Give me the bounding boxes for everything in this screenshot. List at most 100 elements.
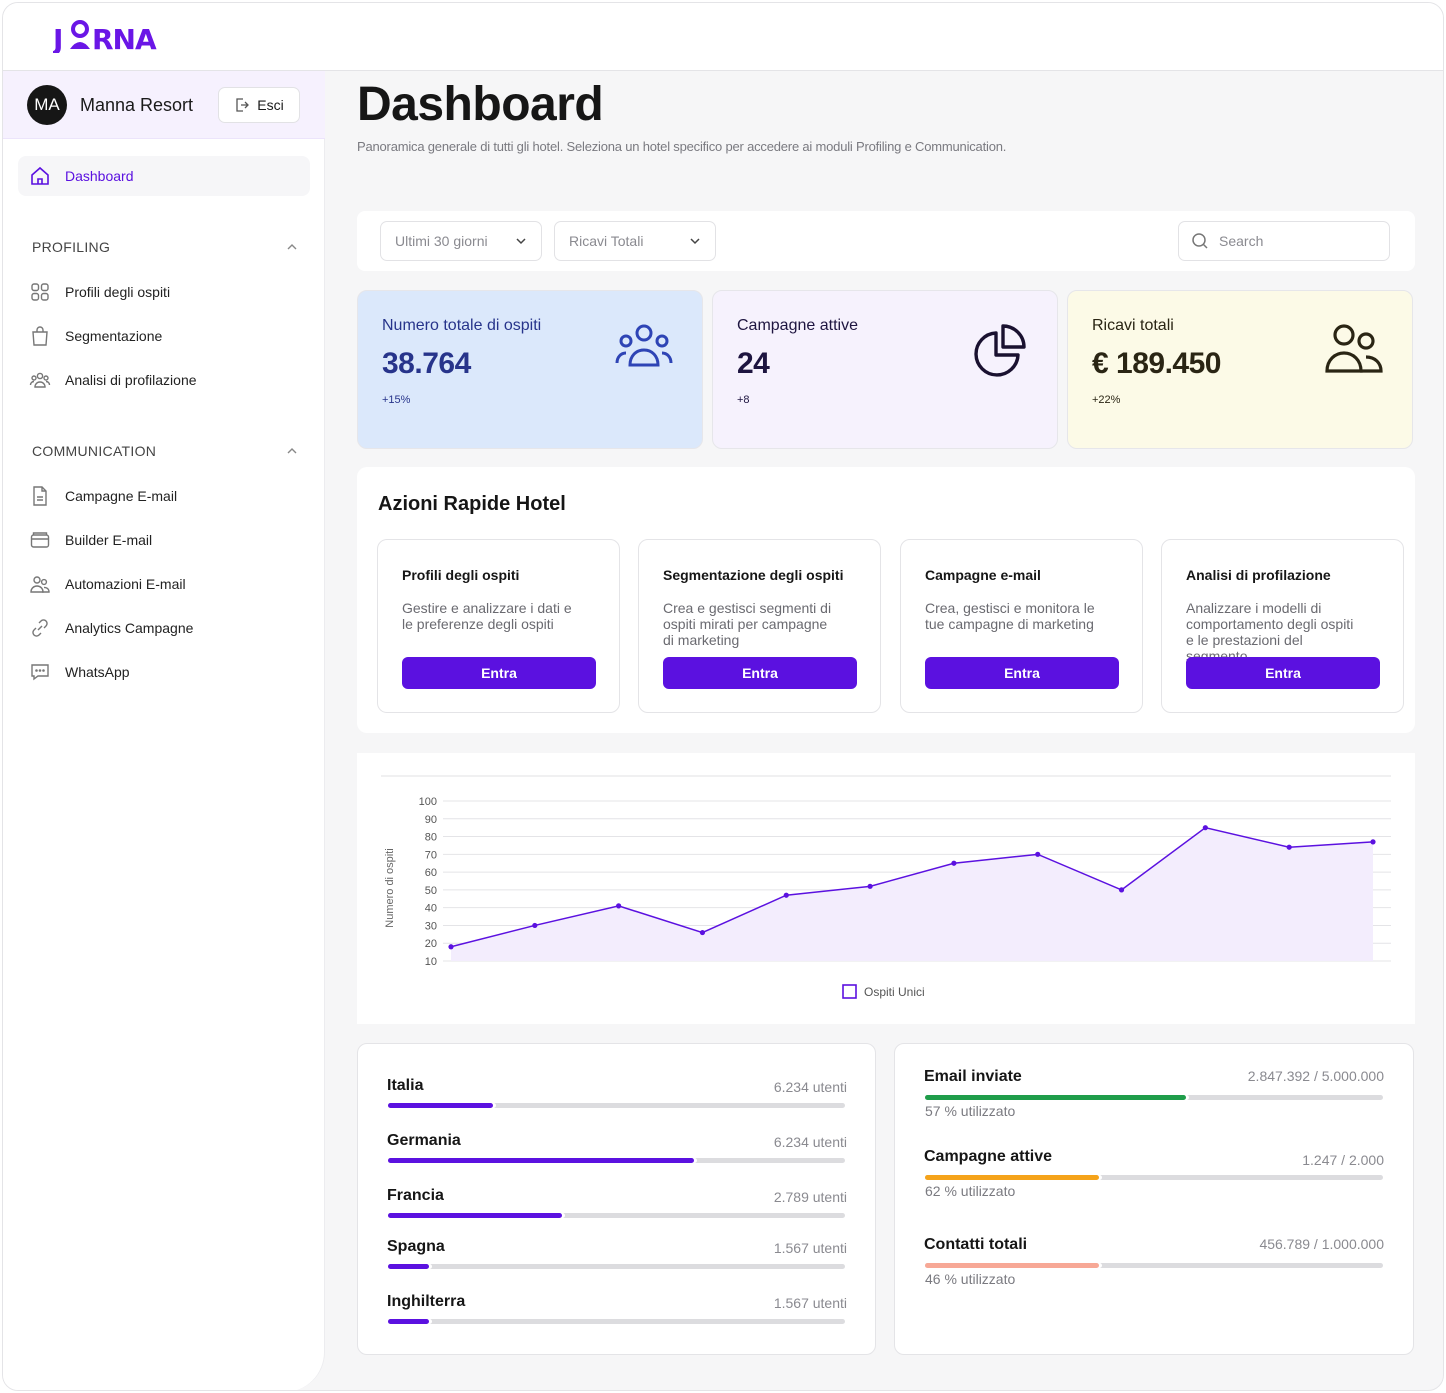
country-progress-fill (388, 1264, 430, 1269)
y-tick-label: 40 (425, 903, 437, 915)
country-users: 6.234 utenti (773, 1079, 847, 1095)
quick-card-title: Profili degli ospiti (402, 567, 520, 583)
svg-text:RNA: RNA (92, 23, 157, 53)
legend-label[interactable]: Ospiti Unici (864, 985, 925, 999)
quick-card-desc: Analizzare i modelli di comportamento de… (1186, 600, 1354, 664)
stat-card-campaigns: Campagne attive 24 +8 (712, 290, 1058, 449)
logout-icon (236, 98, 250, 112)
communication-section-header[interactable]: COMMUNICATION (32, 443, 298, 459)
data-point[interactable] (1035, 851, 1041, 857)
quick-card-desc: Gestire e analizzare i dati e le prefere… (402, 600, 572, 632)
users-icon (30, 576, 50, 593)
sidebar-item-guest-profiles[interactable]: Profili degli ospiti (29, 280, 170, 304)
y-tick-label: 100 (419, 796, 437, 808)
country-progress-track (388, 1319, 845, 1324)
search-input[interactable]: Search (1178, 221, 1390, 261)
sidebar-item-segmentation[interactable]: Segmentazione (29, 324, 162, 348)
data-point[interactable] (951, 860, 957, 866)
guests-chart: Numero di ospiti 100 90 80 70 60 50 40 30 20 10 O… (357, 753, 1415, 1024)
data-point[interactable] (532, 922, 538, 929)
page-title: Dashboard (357, 78, 604, 131)
sidebar-item-email-automations[interactable]: Automazioni E-mail (29, 572, 186, 596)
y-tick-label: 10 (425, 956, 437, 968)
quick-card-desc: Crea, gestisci e monitora le tue campagn… (925, 600, 1095, 632)
line-chart: Numero di ospiti 100 90 80 70 60 50 40 30 20 10 O… (381, 775, 1391, 999)
y-tick-label: 20 (425, 938, 437, 950)
data-point[interactable] (699, 929, 706, 936)
profiling-section-header[interactable]: PROFILING (32, 239, 298, 255)
quick-card-segmentation: Segmentazione degli ospiti Crea e gestis… (638, 539, 881, 713)
quick-card-email-campaigns: Campagne e-mail Crea, gestisci e monitor… (900, 539, 1143, 713)
logout-label: Esci (257, 97, 284, 113)
quick-card-desc: Crea e gestisci segmenti di ospiti mirat… (663, 600, 832, 648)
legend-swatch[interactable] (842, 984, 857, 999)
enter-button[interactable]: Entra (1186, 657, 1380, 689)
metric-select[interactable]: Ricavi Totali (554, 221, 716, 261)
country-users: 1.567 utenti (773, 1240, 847, 1256)
enter-button[interactable]: Entra (663, 657, 857, 689)
country-name: Italia (387, 1077, 424, 1094)
filters-bar: Ultimi 30 giorni Ricavi Totali Search (357, 211, 1415, 271)
country-progress-fill (388, 1319, 430, 1324)
data-point[interactable] (1202, 825, 1208, 831)
sidebar-item-profiling-analysis[interactable]: Analisi di profilazione (29, 368, 197, 392)
data-point[interactable] (1370, 839, 1376, 845)
sidebar-item-whatsapp[interactable]: WhatsApp (29, 660, 130, 684)
data-point[interactable] (616, 903, 622, 909)
sidebar-item-email-builder[interactable]: Builder E-mail (29, 528, 152, 552)
usage-progress-fill (925, 1263, 1100, 1268)
data-point[interactable] (1118, 887, 1125, 893)
chevron-up-icon[interactable] (286, 445, 298, 457)
stat-value: € 189.450 (1092, 347, 1221, 380)
y-axis-label: Numero di ospiti (384, 848, 396, 927)
stat-value: 24 (737, 347, 770, 380)
grid-icon (31, 283, 49, 301)
inbox-icon (30, 532, 50, 548)
series-line (450, 826, 1374, 948)
usage-panel: Email inviate 2.847.392 / 5.000.000 57 % u… (894, 1043, 1414, 1355)
usage-progress-track (925, 1095, 1383, 1100)
quick-card-title: Analisi di profilazione (1186, 567, 1331, 583)
y-tick-label: 90 (425, 814, 437, 826)
country-name: Spagna (387, 1238, 445, 1255)
logout-button[interactable]: Esci (218, 87, 300, 123)
data-point[interactable] (448, 944, 454, 950)
period-select[interactable]: Ultimi 30 giorni (380, 221, 542, 261)
section-label: PROFILING (32, 239, 111, 255)
data-point[interactable] (783, 892, 789, 898)
country-progress-fill (388, 1103, 494, 1108)
enter-button[interactable]: Entra (925, 657, 1119, 689)
top-bar: J RNA (3, 3, 1443, 71)
sidebar-item-label: Segmentazione (65, 328, 163, 344)
usage-name: Contatti totali (924, 1236, 1028, 1253)
usage-value: 456.789 / 1.000.000 (1259, 1236, 1384, 1252)
search-placeholder: Search (1219, 233, 1264, 249)
chevron-up-icon[interactable] (286, 241, 298, 253)
country-progress-fill (388, 1213, 562, 1218)
country-name: Francia (387, 1187, 444, 1204)
stat-card-guests: Numero totale di ospiti 38.764 +15% (357, 290, 703, 449)
y-tick-label: 70 (425, 849, 437, 861)
jorna-logo[interactable]: J RNA (51, 19, 158, 60)
quick-card-title: Segmentazione degli ospiti (663, 567, 844, 583)
avatar[interactable]: MA (27, 85, 67, 125)
sidebar-item-email-campaigns[interactable]: Campagne E-mail (29, 484, 177, 508)
chevron-down-icon (516, 238, 526, 245)
users-group-icon (615, 324, 673, 367)
usage-progress-fill (925, 1175, 1100, 1180)
sidebar-item-label: Profili degli ospiti (65, 284, 171, 300)
data-point[interactable] (867, 883, 873, 889)
country-name: Inghilterra (387, 1293, 466, 1310)
stat-label: Numero totale di ospiti (382, 317, 542, 334)
home-icon (31, 166, 49, 185)
country-users: 6.234 utenti (773, 1134, 847, 1150)
hotel-header: MA Manna Resort Esci (3, 71, 325, 139)
data-point[interactable] (1286, 844, 1292, 850)
sidebar-item-campaign-analytics[interactable]: Analytics Campagne (29, 616, 193, 640)
sidebar-item-label: Campagne E-mail (65, 488, 178, 504)
y-tick-label: 60 (425, 867, 437, 879)
enter-button[interactable]: Entra (402, 657, 596, 689)
pie-chart-icon (974, 324, 1026, 377)
usage-name: Campagne attive (924, 1148, 1053, 1165)
sidebar-item-dashboard[interactable]: Dashboard (29, 164, 134, 188)
